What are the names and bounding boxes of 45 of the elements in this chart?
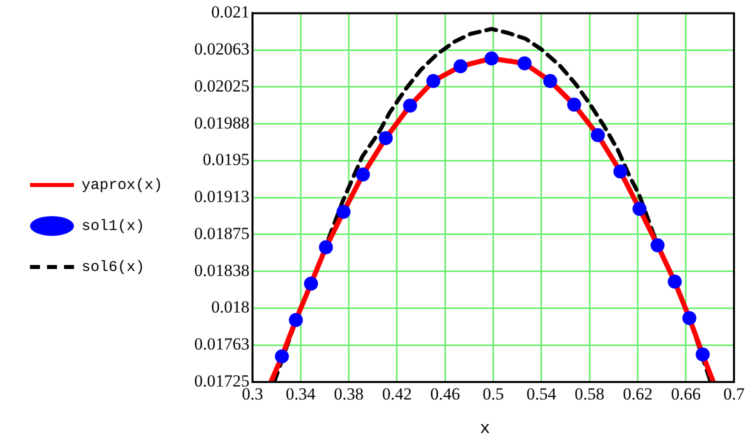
legend-label: sol6(x): [82, 258, 145, 276]
x-tick-label: 0.54: [526, 384, 557, 404]
point: [454, 59, 468, 74]
y-tick-label: 0.0195: [202, 150, 250, 170]
x-tick-label: 0.34: [286, 384, 316, 404]
x-tick-label: 0.46: [430, 384, 460, 404]
x-tick-label: 0.5: [482, 384, 504, 404]
x-tick-label: 0.38: [334, 384, 364, 404]
y-tick-label: 0.021: [211, 2, 250, 22]
y-tick-label: 0.01763: [194, 334, 250, 354]
point: [682, 311, 696, 326]
point: [378, 131, 393, 146]
point: [318, 240, 333, 254]
point: [403, 98, 418, 113]
point: [426, 74, 440, 88]
point: [650, 238, 665, 252]
y-tick-label: 0.01838: [194, 260, 250, 280]
y-tick-label: 0.01988: [194, 113, 250, 132]
point: [613, 164, 628, 179]
point: [567, 98, 582, 112]
point: [484, 51, 499, 66]
legend-label: yaprox(x): [82, 176, 163, 194]
x-tick-label: 0.62: [622, 384, 653, 404]
y-tick-label: 0.01913: [194, 187, 250, 206]
x-tick-label: 0.7: [723, 384, 746, 404]
point: [274, 349, 289, 364]
point: [288, 313, 303, 328]
x-tick-label: 0.42: [382, 384, 412, 404]
point: [518, 56, 532, 70]
point: [336, 204, 351, 219]
point: [356, 167, 370, 182]
point: [304, 276, 318, 291]
x-tick-label: 0.66: [670, 384, 701, 404]
y-tick-label: 0.02025: [194, 76, 250, 96]
y-tick-label: 0.01875: [194, 224, 250, 243]
point: [696, 347, 710, 362]
point: [668, 274, 682, 289]
x-axis-title: x: [478, 420, 492, 439]
y-tick-label: 0.018: [211, 298, 250, 317]
x-tick-label: 0.58: [574, 384, 604, 404]
legend-label: sol1(x): [82, 218, 145, 235]
point: [543, 74, 558, 88]
y-tick-label: 0.02063: [194, 40, 250, 59]
point: [590, 128, 605, 142]
point: [632, 202, 647, 216]
